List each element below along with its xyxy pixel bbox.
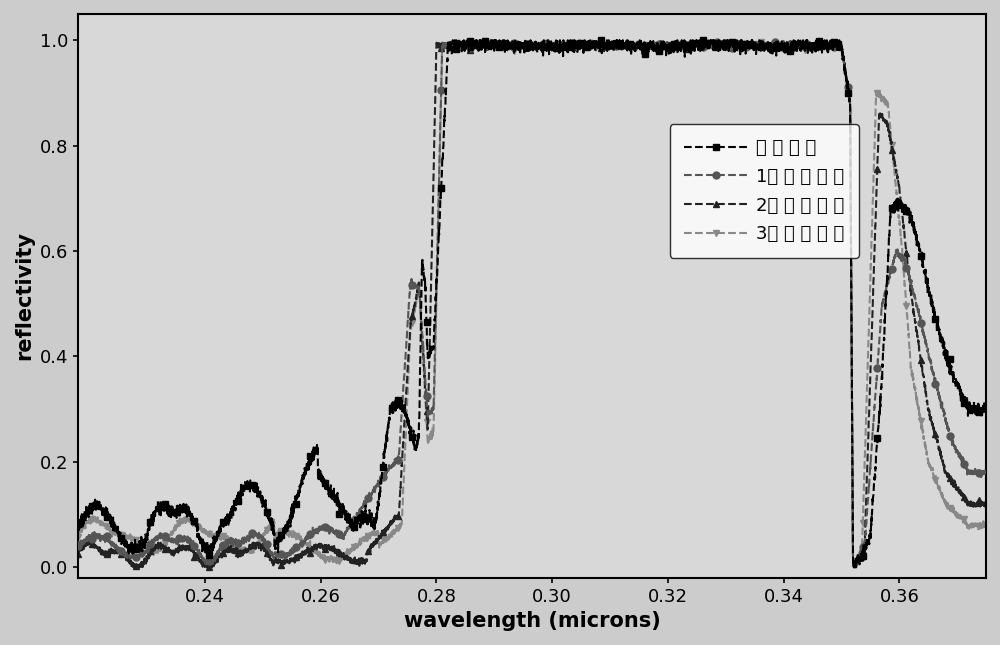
Legend: 无 反 射 层, 1周 期 反 射 层, 2周 期 反 射 层, 3周 期 反 射 层: 无 反 射 层, 1周 期 反 射 层, 2周 期 反 射 层, 3周 期 反 … bbox=[670, 124, 859, 258]
Y-axis label: reflectivity: reflectivity bbox=[14, 232, 34, 361]
X-axis label: wavelength (microns): wavelength (microns) bbox=[404, 611, 660, 631]
